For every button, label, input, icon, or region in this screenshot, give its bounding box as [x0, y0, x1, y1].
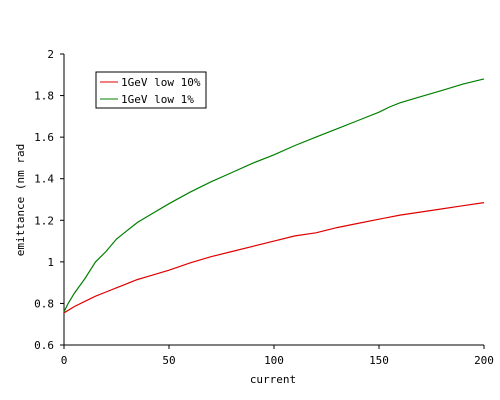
y-axis-label: emittance (nm rad [14, 144, 27, 257]
series-line-2 [63, 78, 485, 312]
legend: 1GeV low 10% 1GeV low 1% [95, 71, 207, 109]
y-tick-label: 1.4 [34, 173, 54, 186]
legend-label-series-1: 1GeV low 10% [121, 76, 201, 89]
y-tick-label: 1.8 [34, 90, 54, 103]
y-tick-label: 0.6 [34, 339, 54, 352]
legend-label-series-2: 1GeV low 1% [121, 93, 194, 106]
x-tick-label: 200 [474, 354, 494, 367]
y-tick-label: 1.6 [34, 131, 54, 144]
series-layer [63, 78, 485, 314]
axes: 0.6 0.8 1 1.2 1.4 1.6 1.8 2 0 50 100 150 200 [34, 48, 494, 367]
x-axis-label: current [250, 373, 296, 386]
x-tick-label: 50 [162, 354, 175, 367]
y-tick-label: 0.8 [34, 297, 54, 310]
legend-box [95, 71, 207, 109]
y-tick-label: 1 [47, 256, 54, 269]
y-tick-label: 1.2 [34, 214, 54, 227]
x-tick-label: 0 [61, 354, 68, 367]
x-tick-label: 100 [264, 354, 284, 367]
x-tick-label: 150 [369, 354, 389, 367]
y-tick-label: 2 [47, 48, 54, 61]
series-line-1 [63, 202, 485, 314]
